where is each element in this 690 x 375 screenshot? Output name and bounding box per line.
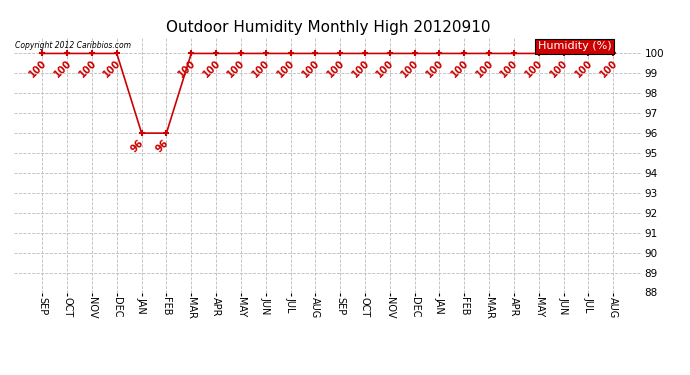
Text: 100: 100: [250, 58, 272, 80]
Text: 100: 100: [52, 58, 73, 80]
Text: 96: 96: [129, 138, 146, 155]
Text: 100: 100: [176, 58, 197, 80]
Text: 100: 100: [549, 58, 570, 80]
Text: 100: 100: [449, 58, 471, 80]
Text: 100: 100: [573, 58, 595, 80]
Text: 100: 100: [325, 58, 346, 80]
Text: Copyright 2012 Caribbios.com: Copyright 2012 Caribbios.com: [15, 41, 131, 50]
Text: 100: 100: [226, 58, 247, 80]
Text: 100: 100: [400, 58, 421, 80]
Text: 100: 100: [201, 58, 222, 80]
Text: 100: 100: [424, 58, 446, 80]
Text: 100: 100: [375, 58, 396, 80]
Text: 100: 100: [27, 58, 48, 80]
Text: 100: 100: [524, 58, 545, 80]
Text: 100: 100: [101, 58, 123, 80]
Text: 100: 100: [300, 58, 322, 80]
Title: Outdoor Humidity Monthly High 20120910: Outdoor Humidity Monthly High 20120910: [166, 20, 490, 35]
Text: Humidity (%): Humidity (%): [538, 41, 612, 51]
Text: 100: 100: [474, 58, 495, 80]
Text: 100: 100: [77, 58, 98, 80]
Text: 96: 96: [154, 138, 170, 155]
Text: 100: 100: [499, 58, 520, 80]
Text: 100: 100: [598, 58, 620, 80]
Text: 100: 100: [275, 58, 297, 80]
Text: 100: 100: [350, 58, 371, 80]
